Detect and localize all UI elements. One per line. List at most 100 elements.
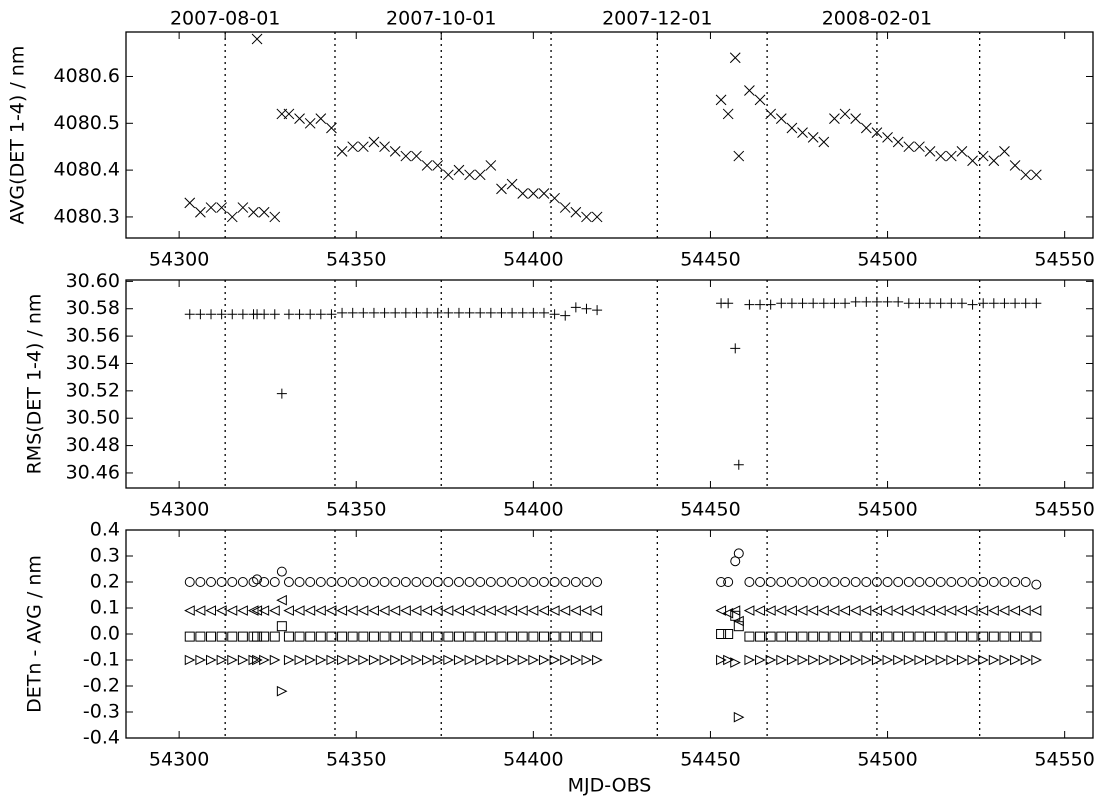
data-point <box>765 108 777 120</box>
y-tick-label: 30.58 <box>66 297 120 319</box>
data-point <box>733 711 745 723</box>
data-point <box>485 307 496 318</box>
data-point <box>881 605 893 616</box>
data-point <box>592 654 603 666</box>
data-point <box>347 631 358 642</box>
data-point <box>390 577 401 587</box>
data-point <box>808 654 819 666</box>
data-point <box>237 654 249 666</box>
data-point <box>517 654 529 666</box>
data-point <box>259 654 270 666</box>
data-point <box>988 631 999 642</box>
x-axis-label: MJD-OBS <box>568 775 652 797</box>
data-point <box>723 298 734 309</box>
data-point <box>283 654 295 666</box>
data-point <box>400 150 412 162</box>
data-point <box>840 298 851 309</box>
data-point <box>1030 169 1042 181</box>
data-point <box>716 577 727 587</box>
data-point <box>797 631 808 642</box>
data-point <box>935 654 947 666</box>
data-point <box>776 631 787 642</box>
data-point <box>474 605 486 616</box>
data-point <box>786 122 798 134</box>
data-point <box>1010 298 1021 309</box>
data-point <box>807 131 819 143</box>
y-tick-label: 0.1 <box>90 597 120 619</box>
data-point <box>850 654 862 666</box>
data-point <box>432 160 444 171</box>
data-point <box>570 577 581 587</box>
data-point <box>903 141 915 153</box>
data-point <box>786 631 797 642</box>
data-point <box>411 577 422 587</box>
data-point <box>946 631 957 642</box>
data-point <box>786 605 797 616</box>
data-point <box>247 605 259 616</box>
data-point <box>378 605 390 616</box>
data-point <box>195 206 206 218</box>
data-point <box>754 94 766 106</box>
data-point <box>269 654 281 666</box>
data-point <box>730 610 741 621</box>
data-point <box>967 631 978 642</box>
x-tick-label: 54500 <box>857 249 917 271</box>
data-point <box>283 605 294 616</box>
data-point <box>1010 577 1021 587</box>
data-point <box>998 605 1010 616</box>
data-point <box>527 605 539 616</box>
data-point <box>967 577 978 587</box>
data-point <box>411 150 422 162</box>
data-point <box>978 631 989 642</box>
data-point <box>850 631 861 642</box>
data-point <box>1031 654 1042 666</box>
data-point <box>903 631 914 642</box>
data-point <box>216 654 228 666</box>
data-point <box>464 631 475 642</box>
data-point <box>269 631 280 642</box>
data-point <box>528 307 539 318</box>
data-point <box>389 146 401 157</box>
data-point <box>914 298 925 309</box>
data-point <box>1010 631 1021 642</box>
data-point <box>337 631 348 642</box>
y-tick-label: -0.3 <box>83 701 120 723</box>
data-point <box>935 150 947 162</box>
y-tick-label: 4080.3 <box>54 205 120 227</box>
data-point <box>549 654 561 666</box>
data-point <box>549 577 560 587</box>
data-point <box>347 141 359 153</box>
data-point <box>422 654 433 666</box>
data-point <box>818 654 830 666</box>
data-point <box>797 577 808 587</box>
data-point <box>549 631 560 642</box>
data-point <box>269 605 280 616</box>
data-point <box>485 160 497 171</box>
data-point <box>325 605 337 616</box>
data-point <box>549 192 560 204</box>
data-point <box>903 577 914 587</box>
x-tick-label: 54350 <box>326 249 386 271</box>
data-point <box>797 127 808 139</box>
data-point <box>861 654 872 666</box>
data-point <box>776 298 787 309</box>
data-point <box>765 299 776 310</box>
data-point <box>390 631 401 642</box>
data-point <box>294 577 305 587</box>
x-tick-label: 54400 <box>503 249 563 271</box>
x2-tick-label: 2007-08-01 <box>170 8 280 30</box>
data-point <box>988 298 999 309</box>
data-point <box>786 298 797 309</box>
data-point <box>871 127 883 139</box>
data-point <box>861 296 872 307</box>
data-point <box>337 654 348 666</box>
x2-tick-label: 2007-12-01 <box>602 8 712 30</box>
data-point <box>730 343 741 354</box>
data-point <box>1030 605 1042 616</box>
data-point <box>252 654 263 666</box>
data-point <box>506 178 518 190</box>
data-point <box>400 654 412 666</box>
data-point <box>453 654 465 666</box>
data-point <box>956 577 967 587</box>
